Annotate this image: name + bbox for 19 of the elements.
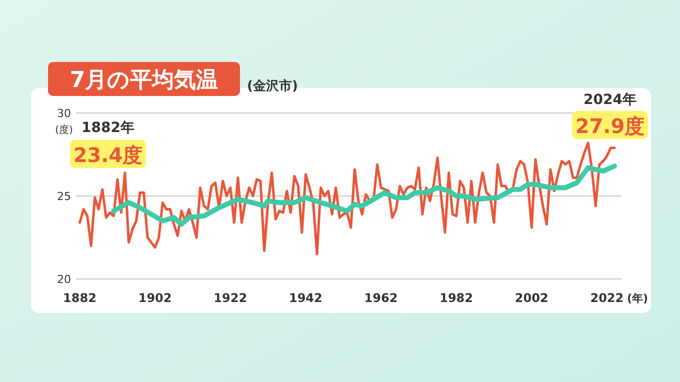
y-tick-label: 20 (57, 273, 71, 286)
annotation: 1882年 (82, 120, 134, 136)
x-tick-label: 1942 (288, 291, 322, 305)
x-tick-label: 1922 (214, 291, 248, 305)
x-tick-label: 1902 (138, 291, 172, 305)
x-tick-label: 2022 (590, 291, 624, 305)
text: 2024年 (584, 92, 636, 108)
x-tick-label: 1962 (364, 291, 398, 305)
annotation: 27.9度 (575, 114, 645, 138)
x-axis-title: (年) (626, 292, 648, 305)
x-tick-label: 1982 (440, 291, 474, 305)
annotation: 23.4度 (73, 143, 143, 167)
x-tick-label: 1882 (63, 291, 96, 305)
y-tick-label: 30 (57, 107, 71, 120)
y-tick-label: 25 (57, 190, 71, 203)
x-tick-label: 2002 (514, 291, 548, 305)
y-axis-title: (度) (55, 124, 73, 136)
chart-title: 7月の平均気温 (70, 68, 218, 93)
chart-subtitle: (金沢市) (247, 78, 298, 94)
